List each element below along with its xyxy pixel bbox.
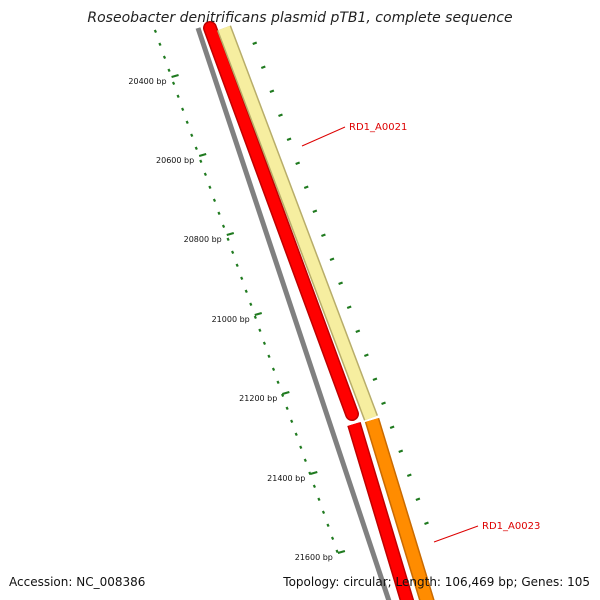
ruler-minor-tick bbox=[158, 42, 162, 47]
ruler-minor-tick bbox=[244, 289, 248, 294]
orf-tick bbox=[415, 497, 421, 502]
ruler-major-tick bbox=[226, 231, 235, 237]
position-tick-label: 20400 bp bbox=[128, 77, 166, 86]
ruler-minor-tick bbox=[176, 94, 180, 99]
orf-tick bbox=[381, 401, 386, 406]
ruler-minor-tick bbox=[221, 224, 226, 229]
ruler-minor-tick bbox=[276, 380, 280, 385]
reverse-feature bbox=[348, 422, 413, 600]
gene-labels: RD1_A0021 RD1_A0023 bbox=[301, 122, 540, 543]
ruler-minor-tick bbox=[190, 133, 194, 138]
ruler-minor-tick bbox=[203, 172, 207, 177]
gene-label-text: RD1_A0021 bbox=[349, 122, 407, 133]
orf-tick bbox=[389, 425, 395, 430]
orf-tick bbox=[338, 281, 343, 286]
ruler-minor-tick bbox=[330, 536, 335, 541]
ruler-minor-tick bbox=[194, 146, 198, 151]
ruler-minor-tick bbox=[235, 263, 239, 268]
orf-tick bbox=[424, 521, 429, 526]
ruler-major-tick bbox=[198, 152, 207, 158]
ruler-minor-tick bbox=[303, 458, 307, 463]
ruler-minor-tick bbox=[290, 419, 294, 424]
ruler-minor-tick bbox=[217, 211, 221, 216]
orf-tick bbox=[363, 353, 369, 358]
backbone-line bbox=[195, 27, 392, 600]
orf-tick bbox=[260, 65, 266, 70]
accession-text: Accession: NC_008386 bbox=[9, 575, 146, 589]
position-tick-label: 20600 bp bbox=[156, 156, 194, 165]
reverse-feature bbox=[204, 22, 358, 420]
gene-label-leader bbox=[301, 126, 346, 147]
orf-tick bbox=[312, 209, 318, 214]
position-tick-label: 21200 bp bbox=[239, 394, 277, 403]
ruler-minor-tick bbox=[312, 484, 316, 489]
ruler-minor-tick bbox=[185, 120, 189, 125]
ruler-minor-tick bbox=[285, 406, 289, 411]
ruler-minor-tick bbox=[253, 315, 257, 320]
orf-tick bbox=[346, 305, 352, 310]
ruler-minor-tick bbox=[299, 445, 303, 450]
gene-rd1-a0023 bbox=[366, 418, 434, 600]
ruler-minor-tick bbox=[317, 497, 321, 502]
ruler-minor-tick bbox=[271, 367, 276, 372]
ruler-minor-tick bbox=[321, 510, 326, 515]
orf-tick bbox=[398, 449, 404, 454]
orf-tick bbox=[406, 473, 412, 478]
orf-tick bbox=[252, 41, 258, 46]
ruler-minor-tick bbox=[153, 29, 157, 34]
sequence-backbone bbox=[195, 27, 392, 600]
position-tick-label: 21400 bp bbox=[267, 474, 305, 483]
ruler-minor-tick bbox=[181, 107, 185, 112]
orf-tick bbox=[269, 89, 275, 94]
ruler-major-tick bbox=[309, 470, 318, 476]
orf-tick bbox=[286, 137, 292, 142]
ruler-minor-tick bbox=[326, 523, 330, 528]
orf-tick bbox=[278, 113, 283, 118]
orf-tick bbox=[329, 257, 335, 262]
ruler-minor-tick bbox=[267, 354, 271, 359]
ruler-minor-tick bbox=[335, 549, 339, 554]
topology-summary: Topology: circular; Length: 106,469 bp; … bbox=[283, 575, 590, 589]
position-tick-label: 20800 bp bbox=[184, 235, 222, 244]
ruler-minor-tick bbox=[208, 185, 212, 190]
orf-tick bbox=[295, 161, 301, 166]
ruler-major-tick bbox=[337, 549, 346, 555]
gene-rd1-a0021 bbox=[218, 25, 377, 421]
position-ruler: 20400 bp 20600 bp 20800 bp 21000 bp 21200 bp… bbox=[128, 29, 346, 562]
orf-tick bbox=[355, 329, 361, 334]
position-tick-label: 21000 bp bbox=[212, 315, 250, 324]
ruler-minor-tick bbox=[199, 159, 203, 164]
gene-label-leader bbox=[433, 525, 479, 543]
ruler-minor-tick bbox=[294, 432, 298, 437]
ruler-minor-tick bbox=[171, 81, 176, 86]
ruler-minor-tick bbox=[308, 471, 312, 476]
ruler-major-tick bbox=[282, 390, 290, 396]
ruler-minor-tick bbox=[212, 198, 217, 203]
ruler-major-tick bbox=[171, 73, 179, 79]
ruler-minor-tick bbox=[280, 393, 285, 398]
ruler-major-tick bbox=[254, 311, 263, 317]
ruler-minor-tick bbox=[240, 276, 244, 281]
orf-tick bbox=[321, 233, 326, 238]
ruler-minor-tick bbox=[226, 237, 230, 242]
feature-tracks bbox=[203, 21, 435, 600]
ruler-minor-tick bbox=[249, 302, 253, 307]
orf-tick bbox=[372, 377, 378, 382]
map-title: Roseobacter denitrificans plasmid pTB1, … bbox=[87, 10, 513, 26]
orf-ticks bbox=[252, 41, 429, 526]
position-tick-label: 21600 bp bbox=[295, 553, 333, 562]
ruler-minor-tick bbox=[162, 55, 167, 60]
gene-label-text: RD1_A0023 bbox=[482, 521, 540, 532]
ruler-minor-tick bbox=[167, 68, 171, 73]
orf-tick bbox=[303, 185, 309, 190]
ruler-minor-tick bbox=[262, 341, 267, 346]
ruler-minor-tick bbox=[231, 250, 235, 255]
ruler-minor-tick bbox=[258, 328, 262, 333]
